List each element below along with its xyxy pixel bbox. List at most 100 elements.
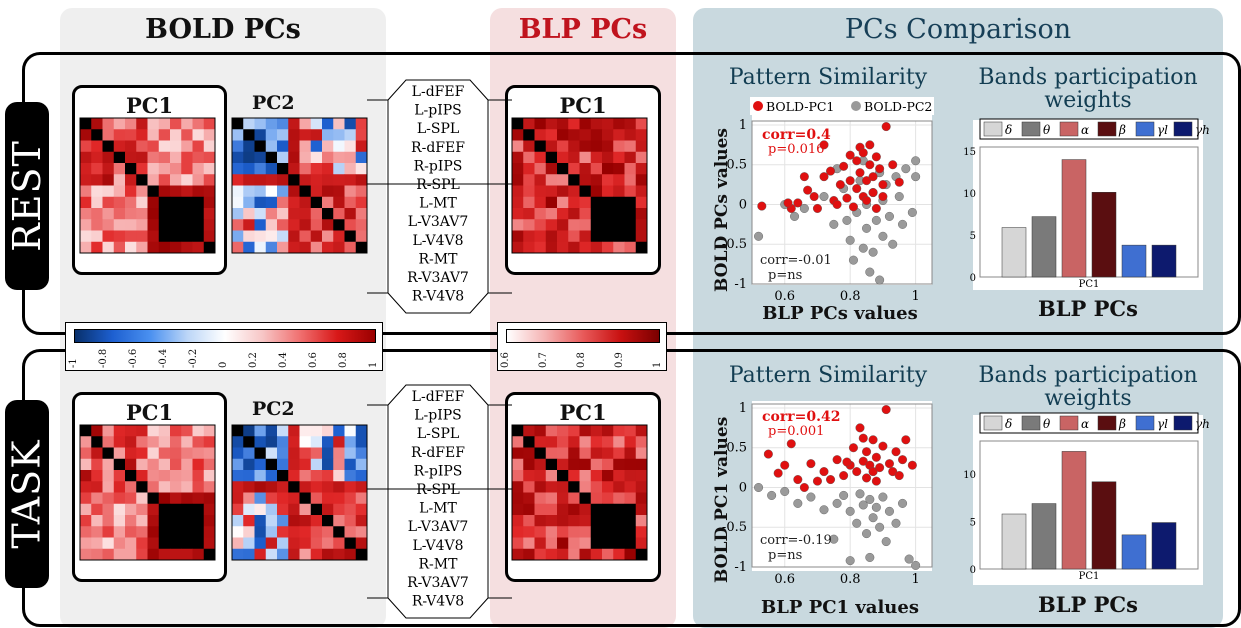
heatmap-cell: [333, 118, 345, 130]
heatmap-cell: [102, 230, 115, 243]
heatmap-cell: [568, 492, 580, 505]
heatmap-cell: [635, 470, 648, 482]
heatmap-cell: [80, 230, 92, 243]
heatmap-cell: [170, 118, 182, 130]
heatmap-cell: [203, 470, 216, 482]
heatmap-cell: [147, 537, 160, 550]
heatmap-cell: [355, 470, 368, 482]
scatter-point: [793, 498, 803, 508]
heatmap-cell: [158, 470, 171, 482]
heatmap-cell: [523, 230, 535, 243]
scatter-point: [868, 172, 878, 182]
task-bold-pc2-title: PC2: [252, 398, 295, 420]
heatmap-cell: [355, 151, 368, 164]
heatmap-cell: [102, 515, 115, 527]
bar-chart-3: δ θ α β γl γh 0 5 10 PC1: [963, 412, 1210, 582]
heatmap-cell: [192, 241, 205, 254]
heatmap-cell: [232, 230, 244, 243]
heatmap-cell: [254, 526, 267, 538]
task-bands-xlabel: BLP PCs: [1038, 592, 1138, 617]
heatmap-cell: [557, 185, 569, 198]
heatmap-cell: [147, 174, 160, 186]
heatmap-cell: [635, 196, 648, 209]
heatmap-cell: [102, 208, 115, 220]
heatmap-cell: [344, 481, 357, 493]
scatter-point: [832, 455, 842, 465]
scatter-point: [871, 452, 881, 462]
heatmap-cell: [243, 196, 255, 209]
heatmap-cell: [590, 481, 603, 493]
heatmap-cell: [523, 447, 535, 460]
heatmap-cell: [299, 526, 312, 538]
heatmap-cell: [91, 219, 103, 231]
heatmap-cell: [534, 230, 547, 243]
heatmap-cell: [310, 436, 323, 448]
heatmap-cell: [310, 492, 323, 505]
red-colorbar-gradient: [506, 329, 660, 343]
legend-label: α: [1081, 123, 1089, 137]
heatmap-cell: [277, 503, 289, 516]
heatmap-cell: [523, 185, 535, 198]
heatmap-cell: [299, 241, 312, 254]
scatter-point: [911, 172, 921, 182]
red-colorbar: 0.6 0.7 0.8 0.9 1: [497, 322, 667, 371]
heatmap-cell: [568, 458, 580, 471]
heatmap-cell: [602, 219, 614, 231]
heatmap-cell: [557, 436, 569, 448]
heatmap-cell: [299, 470, 312, 482]
scatter-point: [894, 471, 904, 481]
scatter-point: [848, 255, 858, 265]
heatmap-cell: [635, 425, 648, 437]
rest-bands-xlabel: BLP PCs: [1038, 296, 1138, 321]
heatmap-cell: [192, 537, 205, 550]
heatmap-cell: [635, 447, 648, 460]
heatmap-cell: [322, 151, 334, 164]
heatmap-cell: [181, 492, 193, 505]
heatmap-cell: [624, 219, 637, 231]
heatmap-cell: [113, 129, 126, 141]
heatmap-cell: [613, 537, 625, 550]
y-tick-label: -0.5: [722, 520, 747, 535]
heatmap-cell: [125, 129, 137, 141]
scatter-point: [888, 239, 898, 249]
task-bands-title: Bands participation weights: [978, 363, 1198, 411]
scatter-point: [852, 184, 862, 194]
task-scatter-ylabel: BOLD PC1 values: [712, 416, 732, 583]
heatmap-cell: [590, 548, 603, 561]
heatmap-cell: [232, 163, 244, 175]
heatmap-cell: [568, 208, 580, 220]
heatmap-cell: [545, 503, 558, 516]
heatmap-cell: [545, 208, 558, 220]
heatmap-cell: [181, 185, 193, 198]
rest-corr2: corr=-0.01: [760, 253, 832, 268]
legend-label: BOLD-PC1: [766, 99, 834, 114]
heatmap-cell: [181, 241, 193, 254]
heatmap-cell: [568, 241, 580, 254]
heatmap-cell: [232, 447, 244, 460]
heatmap-cell: [355, 185, 368, 198]
heatmap-cell: [523, 470, 535, 482]
heatmap-cell: [125, 118, 137, 130]
scatter-point: [780, 460, 790, 470]
heatmap-cell: [310, 174, 323, 186]
heatmap-cell: [265, 447, 278, 460]
heatmap-cell: [243, 436, 255, 448]
heatmap-cell: [590, 425, 603, 437]
heatmap-cell: [136, 118, 148, 130]
heatmap-cell: [624, 548, 637, 561]
heatmap-cell: [288, 447, 300, 460]
scatter-point: [911, 156, 921, 166]
heatmap-cell: [299, 515, 312, 527]
region-label: L-SPL: [417, 121, 459, 137]
heatmap-cell: [322, 230, 334, 243]
heatmap-cell: [254, 515, 267, 527]
heatmap-cell: [512, 515, 524, 527]
heatmap-cell: [613, 230, 625, 243]
scatter-point: [878, 441, 888, 451]
scatter-point: [888, 467, 898, 477]
bar: [1151, 244, 1177, 278]
heatmap-cell: [635, 129, 648, 141]
heatmap-cell: [170, 219, 182, 231]
heatmap-cell: [288, 492, 300, 505]
